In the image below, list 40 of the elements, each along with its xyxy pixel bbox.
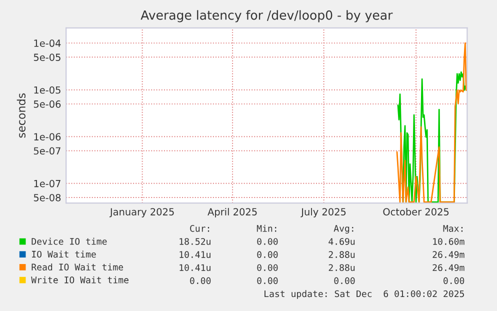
text: 0.00	[334, 277, 355, 284]
legend-label: Device IO time	[32, 238, 107, 245]
text: 4.69u	[328, 238, 355, 245]
text: Avg:	[334, 225, 354, 234]
text: 0.00	[257, 277, 278, 284]
x-tick-label: January 2025	[109, 208, 174, 218]
y-tick-label: 5e-05	[34, 54, 60, 61]
text: 10.41u	[180, 264, 210, 272]
y-tick-label: 1e-06	[34, 133, 61, 140]
y-tick-label: 1e-05	[34, 86, 60, 94]
text: Max:	[443, 225, 463, 232]
chart-title: Average latency for /dev/loop0 - by year	[140, 10, 393, 22]
y-tick-label: 5e-07	[34, 147, 60, 155]
text: 26.49m	[432, 251, 464, 258]
text: Last update: Sat Dec 6 01:00:02 2025	[264, 290, 464, 299]
y-axis-title: seconds	[16, 93, 26, 138]
y-tick-label: 1e-07	[34, 180, 60, 188]
y-tick-label: 5e-06	[34, 100, 61, 108]
y-tick-label: 1e-04	[34, 40, 61, 47]
text: 0.00	[257, 264, 278, 272]
text: 0.00	[257, 238, 278, 245]
text: 10.41u	[180, 251, 210, 258]
x-tick-label: April 2025	[208, 208, 257, 218]
text: 10.60m	[433, 238, 464, 245]
x-tick-label: October 2025	[383, 208, 449, 216]
legend-label: IO Wait time	[32, 250, 96, 258]
text: 18.52u	[180, 238, 210, 245]
legend-label: Read IO Wait time	[32, 264, 124, 270]
text: 2.88u	[328, 251, 355, 258]
text: 0.00	[444, 277, 464, 284]
text: 0.00	[257, 251, 278, 258]
text: Min:	[256, 224, 276, 232]
text: 26.49m	[432, 264, 464, 272]
line-series	[396, 42, 467, 203]
x-tick-label: July 2025	[300, 208, 346, 218]
text: 2.88u	[328, 264, 355, 272]
legend-label: Write IO Wait time	[31, 276, 128, 284]
text: Cur:	[190, 225, 210, 232]
text: 0.00	[190, 277, 211, 284]
y-tick-label: 5e-08	[34, 194, 61, 202]
